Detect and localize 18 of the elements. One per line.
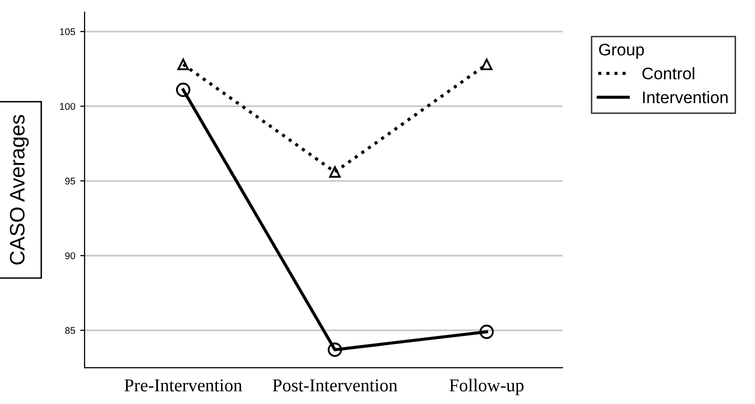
legend-label: Control <box>642 67 694 80</box>
point <box>479 324 494 339</box>
point <box>480 58 492 70</box>
x-tick-label: Pre-Intervention <box>124 379 242 392</box>
point <box>328 342 342 357</box>
y-tick-label: 95 <box>65 178 76 185</box>
x-tick-label: Post-Intervention <box>272 379 398 392</box>
point <box>329 166 341 178</box>
y-tick-label: 85 <box>65 327 76 334</box>
legend-label: Intervention <box>643 91 728 104</box>
y-tick-label: 105 <box>60 28 76 36</box>
point <box>177 58 189 70</box>
point <box>176 82 190 97</box>
y-tick-label: 90 <box>65 252 76 260</box>
y-tick-label: 100 <box>60 102 76 110</box>
y-axis-title: CASO Averages <box>10 114 29 264</box>
x-tick-label: Follow-up <box>450 378 524 396</box>
legend-title: Group <box>599 44 644 59</box>
